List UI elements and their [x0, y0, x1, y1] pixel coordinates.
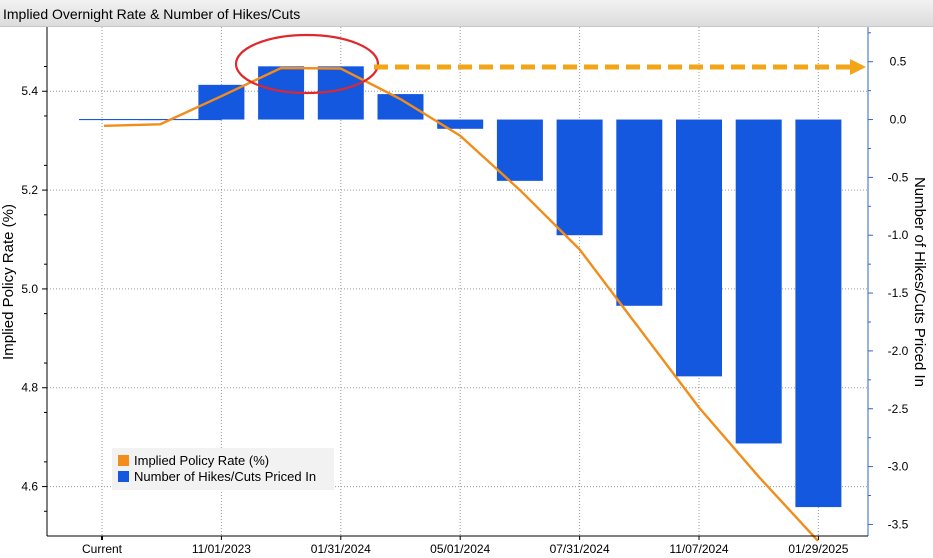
bar: [437, 119, 484, 129]
left-tick-label: 5.2: [21, 183, 38, 197]
bar: [676, 119, 722, 377]
bar-series: [79, 66, 842, 508]
right-tick-label: -0.5: [888, 170, 909, 184]
right-tick-label: 0.0: [890, 113, 907, 127]
x-tick-label: 01/29/2025: [788, 542, 848, 556]
right-tick-label: -2.5: [888, 402, 909, 416]
left-tick-label: 4.6: [21, 480, 38, 494]
highlight-ellipse: [234, 33, 380, 95]
x-tick-label: 07/31/2024: [550, 542, 610, 556]
x-tick-label: 11/07/2024: [669, 542, 728, 556]
line-series: [103, 66, 819, 542]
right-tick-label: -3.0: [888, 460, 909, 474]
bar: [556, 119, 603, 236]
chart-title: Implied Overnight Rate & Number of Hikes…: [3, 6, 301, 22]
rate-line: [103, 66, 819, 542]
bar: [496, 119, 543, 181]
grid: [47, 27, 868, 536]
x-tick-label: Current: [82, 542, 123, 556]
bar: [735, 119, 782, 444]
legend-label: Number of Hikes/Cuts Priced In: [134, 469, 316, 484]
bar: [616, 119, 663, 306]
legend-box: [112, 448, 334, 490]
left-tick-label: 5.0: [21, 282, 38, 296]
x-tick-label: 05/01/2024: [430, 542, 490, 556]
right-tick-label: -2.0: [888, 344, 909, 358]
x-tick-label: 11/01/2023: [192, 542, 251, 556]
title-bar: Implied Overnight Rate & Number of Hikes…: [0, 0, 933, 27]
left-tick-label: 4.8: [21, 381, 38, 395]
right-tick-label: -1.5: [888, 286, 909, 300]
axes: 4.6 4.8 5.0 5.2 5.4 0.5 0.0 -0.5 -1.0 -1.5 -2.0 -2.…: [0, 27, 928, 556]
legend-swatch: [118, 471, 129, 482]
right-tick-label: -3.5: [888, 517, 909, 531]
dashed-arrow-head: [850, 59, 866, 75]
bar: [198, 84, 245, 120]
right-tick-label: 0.5: [890, 55, 907, 69]
legend-swatch: [118, 455, 129, 466]
x-tick-label: 01/31/2024: [311, 542, 371, 556]
legend-label: Implied Policy Rate (%): [134, 453, 269, 468]
left-axis-title: Implied Policy Rate (%): [0, 204, 17, 360]
left-tick-label: 5.4: [21, 84, 38, 98]
bar: [795, 119, 842, 508]
legend: Implied Policy Rate (%)Number of Hikes/C…: [112, 448, 334, 490]
right-axis-title: Number of Hikes/Cuts Priced In: [911, 177, 928, 387]
annotations: [234, 33, 866, 95]
right-tick-label: -1.0: [888, 228, 909, 242]
